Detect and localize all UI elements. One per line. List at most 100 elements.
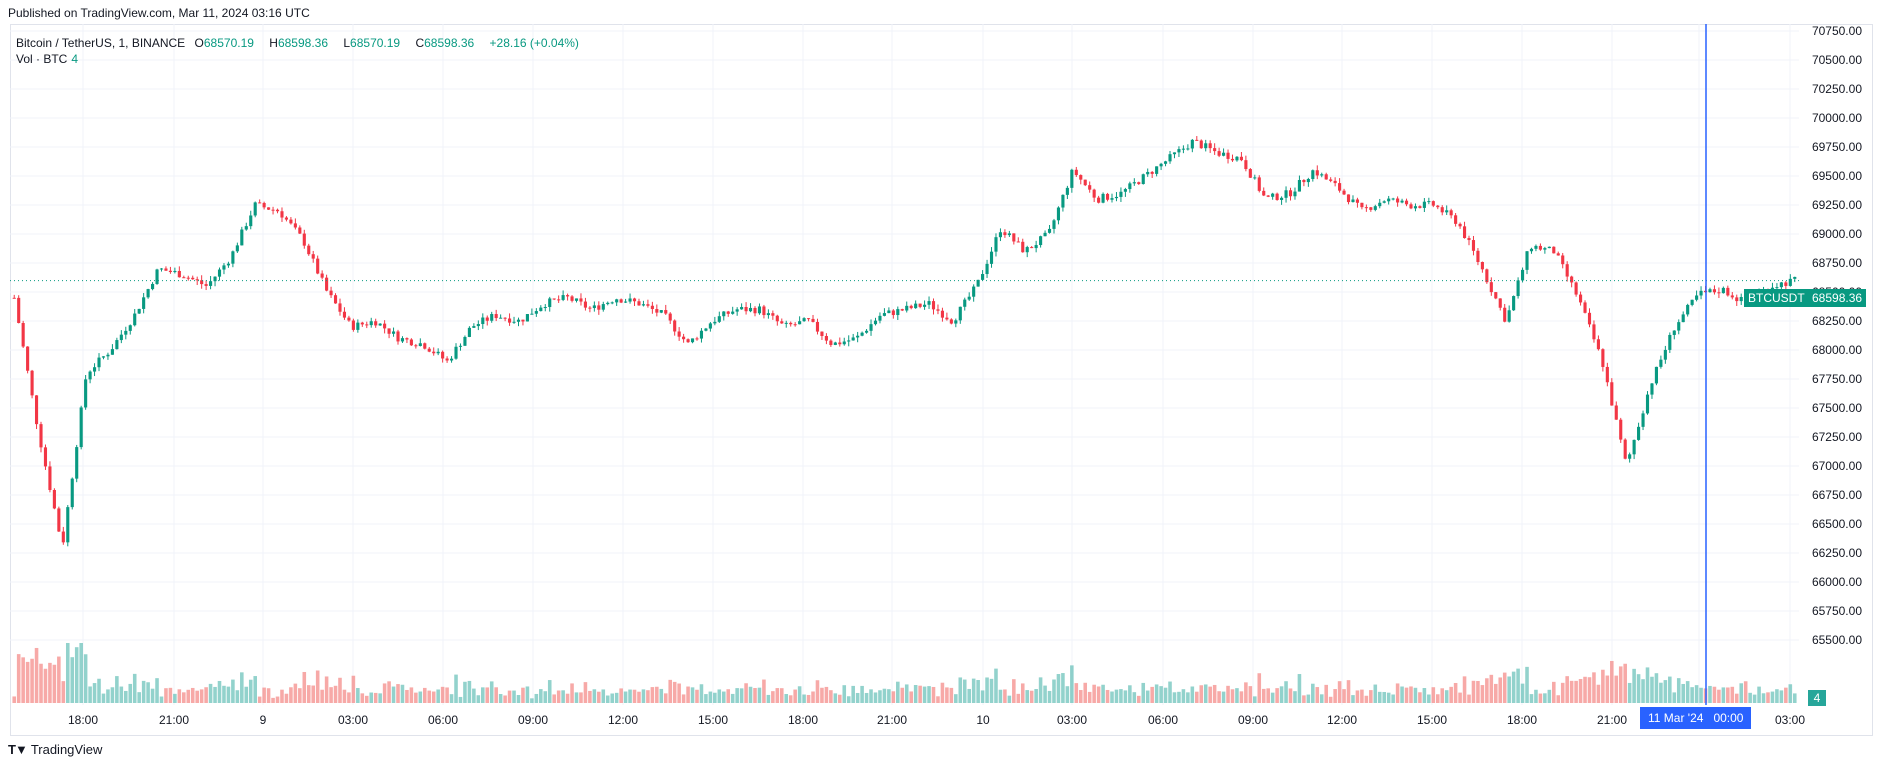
candle-body <box>1570 276 1574 283</box>
candle-body <box>588 307 592 309</box>
volume-bar <box>333 685 338 703</box>
candle-body <box>1168 154 1172 162</box>
candle-body <box>1052 220 1056 229</box>
candle-body <box>1181 148 1185 150</box>
volume-bar <box>271 697 275 703</box>
volume-bar <box>717 689 722 703</box>
tradingview-logo[interactable]: T▼ TradingView <box>8 742 102 757</box>
volume-bar <box>347 692 351 703</box>
volume-bar <box>190 687 195 703</box>
candle-body <box>499 317 503 319</box>
candle-body <box>267 207 271 210</box>
candle-body <box>918 303 922 307</box>
volume-bar <box>1119 689 1123 703</box>
candle-body <box>677 331 681 337</box>
volume-bar <box>1034 689 1038 703</box>
volume-bar <box>1471 680 1476 703</box>
candle-body <box>909 305 913 309</box>
volume-bar <box>815 680 820 703</box>
candle-body <box>1529 248 1534 252</box>
candle-body <box>887 310 891 314</box>
close-value: 68598.36 <box>424 36 475 50</box>
volume-bar <box>1101 684 1105 703</box>
volume-bar <box>1547 689 1552 703</box>
volume-bar <box>1596 684 1601 703</box>
volume-bar <box>396 684 400 703</box>
volume-bar <box>637 691 641 703</box>
volume-bar <box>677 683 681 703</box>
candle-body <box>731 311 735 314</box>
candle-body <box>1712 289 1717 293</box>
volume-bar <box>940 682 945 703</box>
volume-bar <box>1485 678 1489 703</box>
candle-body <box>552 298 556 300</box>
volume-bar <box>61 681 66 703</box>
volume-bar <box>106 689 110 703</box>
symbol-legend[interactable]: Bitcoin / TetherUS, 1, BINANCE O68570.19… <box>16 35 585 51</box>
volume-bar <box>1690 687 1694 703</box>
volume-bar <box>565 693 570 703</box>
volume-bar <box>257 696 262 703</box>
candle-body <box>1445 210 1449 213</box>
volume-bar <box>293 683 298 703</box>
volume-bar <box>1038 677 1043 703</box>
volume-bar <box>1659 682 1663 703</box>
volume-bar <box>1302 695 1306 703</box>
volume-bar <box>1226 685 1230 703</box>
volume-bar <box>463 681 467 703</box>
volume-bar <box>1788 684 1793 703</box>
volume-bar <box>1467 694 1471 703</box>
candle-body <box>137 308 141 314</box>
volume-bar <box>945 687 949 703</box>
candle-body <box>262 202 266 208</box>
volume-bar <box>570 683 574 703</box>
crosshair-date-label: 11 Mar '24 00:00 <box>1640 707 1752 729</box>
candle-body <box>253 202 257 216</box>
candle-body <box>182 277 186 279</box>
volume-bar <box>369 692 374 703</box>
volume-bar <box>1070 665 1074 703</box>
volume-bar <box>1195 691 1199 703</box>
volume-bar <box>766 694 771 703</box>
candle-body <box>873 320 878 325</box>
volume-bar <box>1632 668 1636 703</box>
volume-bar <box>713 692 717 703</box>
volume-bar <box>1654 673 1659 703</box>
candle-body <box>566 295 570 297</box>
volume-bar <box>574 692 579 703</box>
price-tick-label: 67250.00 <box>1812 430 1862 444</box>
candle-body <box>1512 296 1516 311</box>
candle-body <box>891 310 895 316</box>
candle-body <box>557 299 561 301</box>
candle-body <box>1708 289 1712 293</box>
volume-bar <box>1583 676 1587 703</box>
volume-bar <box>1047 690 1052 703</box>
volume-bar <box>208 683 213 703</box>
volume-bar <box>619 688 623 703</box>
candle-body <box>972 286 976 297</box>
candle-body <box>1333 180 1337 184</box>
volume-bar <box>1645 667 1650 703</box>
volume-bar <box>556 690 561 703</box>
volume-legend[interactable]: Vol · BTC 4 <box>16 52 78 66</box>
time-tick-label: 21:00 <box>159 713 189 727</box>
candle-body <box>1681 314 1685 323</box>
candle-body <box>958 306 962 321</box>
candle-body <box>1592 324 1596 340</box>
candle-body <box>1650 383 1654 395</box>
candle-body <box>423 343 427 349</box>
volume-bar <box>1462 676 1467 703</box>
candle-body <box>632 298 637 302</box>
candle-body <box>195 279 199 281</box>
candle-body <box>1467 238 1471 241</box>
candle-body <box>1324 174 1328 180</box>
volume-bar <box>70 657 75 703</box>
symbol-title[interactable]: Bitcoin / TetherUS, 1, BINANCE <box>16 36 186 50</box>
candle-body <box>1056 207 1061 221</box>
volume-bar <box>887 689 891 703</box>
volume-bar <box>1083 682 1088 703</box>
candle-body <box>601 304 605 310</box>
candle-body <box>579 298 583 302</box>
volume-bar <box>1748 692 1752 703</box>
